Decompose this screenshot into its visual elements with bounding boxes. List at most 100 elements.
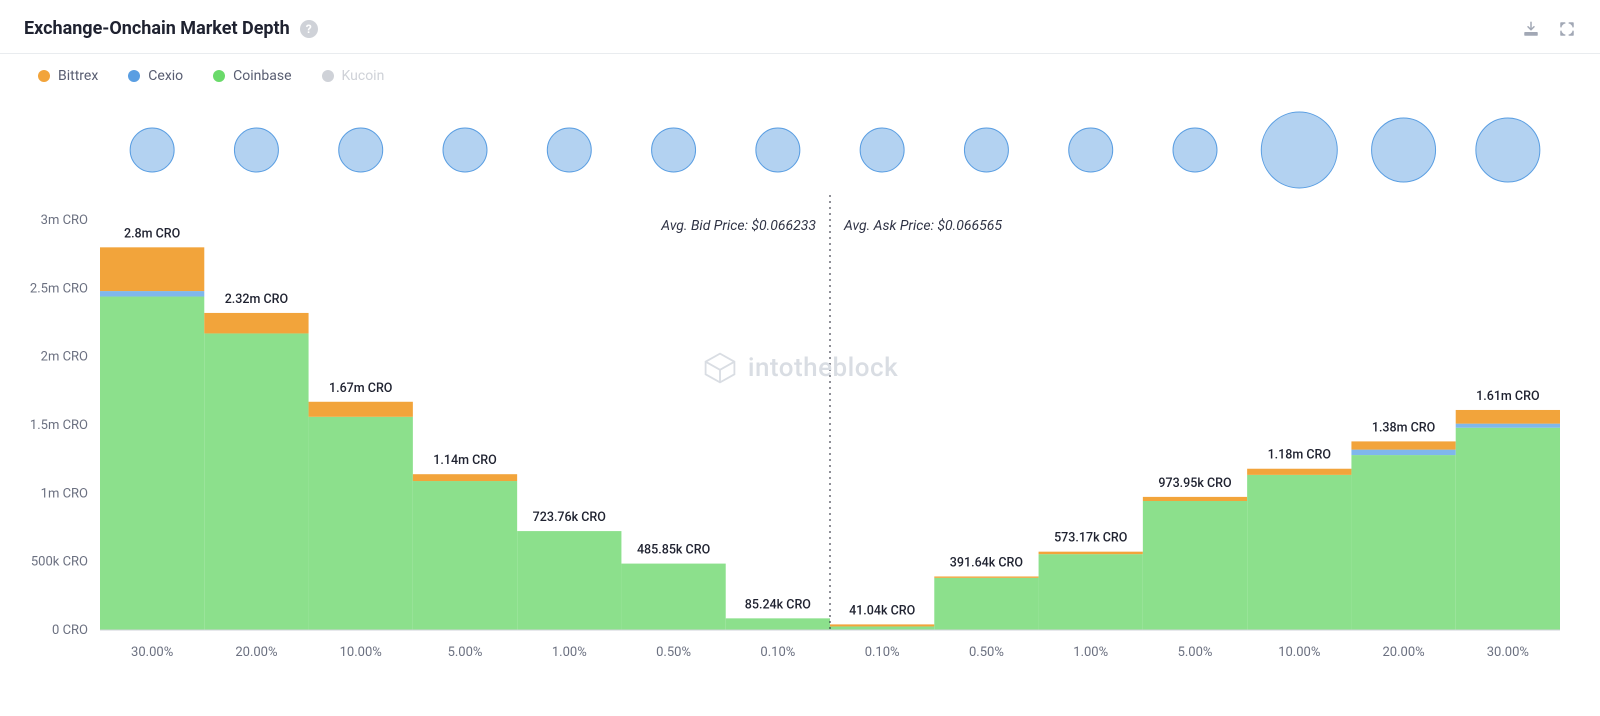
- bubble-marker[interactable]: [130, 128, 174, 172]
- legend-item-coinbase[interactable]: Coinbase: [213, 68, 291, 84]
- bar-coinbase[interactable]: [309, 417, 413, 630]
- bar-coinbase[interactable]: [934, 578, 1038, 630]
- legend-label: Coinbase: [233, 68, 291, 84]
- x-tick-label: 1.00%: [1073, 645, 1108, 660]
- bar-bittrex[interactable]: [309, 402, 413, 417]
- x-tick-label: 5.00%: [1178, 645, 1213, 660]
- x-tick-label: 0.10%: [865, 645, 900, 660]
- bar-total-label: 485.85k CRO: [637, 543, 710, 558]
- bubble-marker[interactable]: [339, 128, 383, 172]
- bubble-marker[interactable]: [652, 128, 696, 172]
- y-tick-label: 1m CRO: [41, 486, 88, 501]
- bar-bittrex[interactable]: [204, 313, 308, 334]
- y-tick-label: 3m CRO: [41, 213, 88, 228]
- bar-coinbase[interactable]: [1143, 501, 1247, 630]
- y-tick-label: 2.5m CRO: [30, 281, 88, 296]
- bar-total-label: 723.76k CRO: [533, 510, 606, 525]
- bubble-marker[interactable]: [1476, 118, 1540, 182]
- legend-dot-icon: [213, 70, 225, 82]
- chart-header: Exchange-Onchain Market Depth ?: [0, 0, 1600, 54]
- bubble-marker[interactable]: [1261, 112, 1337, 188]
- legend-label: Bittrex: [58, 68, 98, 84]
- bar-bittrex[interactable]: [1247, 469, 1351, 475]
- bar-bittrex[interactable]: [1143, 497, 1247, 501]
- y-tick-label: 2m CRO: [41, 350, 88, 365]
- x-tick-label: 0.50%: [656, 645, 691, 660]
- bar-total-label: 2.32m CRO: [225, 292, 288, 307]
- bar-bittrex[interactable]: [100, 247, 204, 291]
- bar-coinbase[interactable]: [621, 564, 725, 630]
- bar-total-label: 973.95k CRO: [1158, 476, 1231, 491]
- bar-coinbase[interactable]: [1247, 475, 1351, 630]
- bubble-marker[interactable]: [860, 128, 904, 172]
- x-tick-label: 30.00%: [131, 645, 173, 660]
- bar-bittrex[interactable]: [413, 474, 517, 481]
- bar-coinbase[interactable]: [1456, 428, 1560, 630]
- title-wrap: Exchange-Onchain Market Depth ?: [24, 18, 318, 39]
- bar-coinbase[interactable]: [1039, 554, 1143, 630]
- legend-dot-icon: [322, 70, 334, 82]
- bar-coinbase[interactable]: [517, 531, 621, 630]
- y-tick-label: 0 CRO: [52, 623, 88, 638]
- bar-total-label: 1.38m CRO: [1372, 420, 1435, 435]
- x-tick-label: 10.00%: [1278, 645, 1320, 660]
- x-tick-label: 5.00%: [448, 645, 483, 660]
- bar-coinbase[interactable]: [413, 481, 517, 630]
- legend-dot-icon: [38, 70, 50, 82]
- bubble-marker[interactable]: [1372, 118, 1436, 182]
- bubble-marker[interactable]: [1173, 128, 1217, 172]
- legend-item-bittrex[interactable]: Bittrex: [38, 68, 98, 84]
- bubble-marker[interactable]: [234, 128, 278, 172]
- legend-label: Cexio: [148, 68, 183, 84]
- bar-bittrex[interactable]: [934, 576, 1038, 577]
- legend-label: Kucoin: [342, 68, 385, 84]
- bar-total-label: 85.24k CRO: [745, 597, 811, 612]
- bubble-marker[interactable]: [443, 128, 487, 172]
- legend-item-kucoin[interactable]: Kucoin: [322, 68, 385, 84]
- chart-legend: Bittrex Cexio Coinbase Kucoin: [0, 54, 1600, 90]
- depth-chart: 0 CRO 500k CRO 1m CRO 1.5m CRO 2m CRO 2.5m CR…: [0, 90, 1576, 680]
- bar-coinbase[interactable]: [204, 333, 308, 630]
- x-tick-label: 0.10%: [760, 645, 795, 660]
- bubble-marker[interactable]: [964, 128, 1008, 172]
- bar-total-label: 41.04k CRO: [849, 603, 915, 618]
- bubble-marker[interactable]: [1069, 128, 1113, 172]
- legend-dot-icon: [128, 70, 140, 82]
- header-actions: [1522, 20, 1576, 38]
- bubble-marker[interactable]: [756, 128, 800, 172]
- bar-bittrex[interactable]: [830, 624, 934, 626]
- chart-area: intotheblock 0 CRO500k CRO1m CRO1.5m CRO…: [0, 90, 1600, 680]
- bar-bittrex[interactable]: [1456, 410, 1560, 424]
- y-tick-label: 1.5m CRO: [30, 418, 88, 433]
- x-tick-label: 30.00%: [1487, 645, 1529, 660]
- bar-coinbase[interactable]: [726, 618, 830, 630]
- fullscreen-icon[interactable]: [1558, 20, 1576, 38]
- legend-item-cexio[interactable]: Cexio: [128, 68, 183, 84]
- bar-cexio[interactable]: [1351, 450, 1455, 455]
- bar-total-label: 1.14m CRO: [433, 453, 496, 468]
- x-tick-label: 1.00%: [552, 645, 587, 660]
- bar-cexio[interactable]: [100, 291, 204, 296]
- x-tick-label: 0.50%: [969, 645, 1004, 660]
- chart-title: Exchange-Onchain Market Depth: [24, 18, 290, 39]
- bar-total-label: 1.67m CRO: [329, 381, 392, 396]
- bar-total-label: 1.61m CRO: [1476, 389, 1539, 404]
- help-icon[interactable]: ?: [300, 20, 318, 38]
- avg-bid-price: Avg. Bid Price: $0.066233: [660, 217, 816, 234]
- x-tick-label: 20.00%: [235, 645, 277, 660]
- y-tick-label: 500k CRO: [31, 555, 88, 570]
- bubble-marker[interactable]: [547, 128, 591, 172]
- avg-ask-price: Avg. Ask Price: $0.066565: [843, 217, 1002, 234]
- x-tick-label: 10.00%: [340, 645, 382, 660]
- bar-total-label: 573.17k CRO: [1054, 531, 1127, 546]
- bar-coinbase[interactable]: [830, 626, 934, 630]
- download-icon[interactable]: [1522, 20, 1540, 38]
- bar-coinbase[interactable]: [1351, 455, 1455, 630]
- bar-bittrex[interactable]: [1039, 552, 1143, 554]
- bar-coinbase[interactable]: [100, 297, 204, 630]
- bar-bittrex[interactable]: [1351, 441, 1455, 449]
- bar-total-label: 391.64k CRO: [950, 555, 1023, 570]
- bar-total-label: 1.18m CRO: [1268, 448, 1331, 463]
- bar-cexio[interactable]: [1456, 424, 1560, 428]
- x-tick-label: 20.00%: [1382, 645, 1424, 660]
